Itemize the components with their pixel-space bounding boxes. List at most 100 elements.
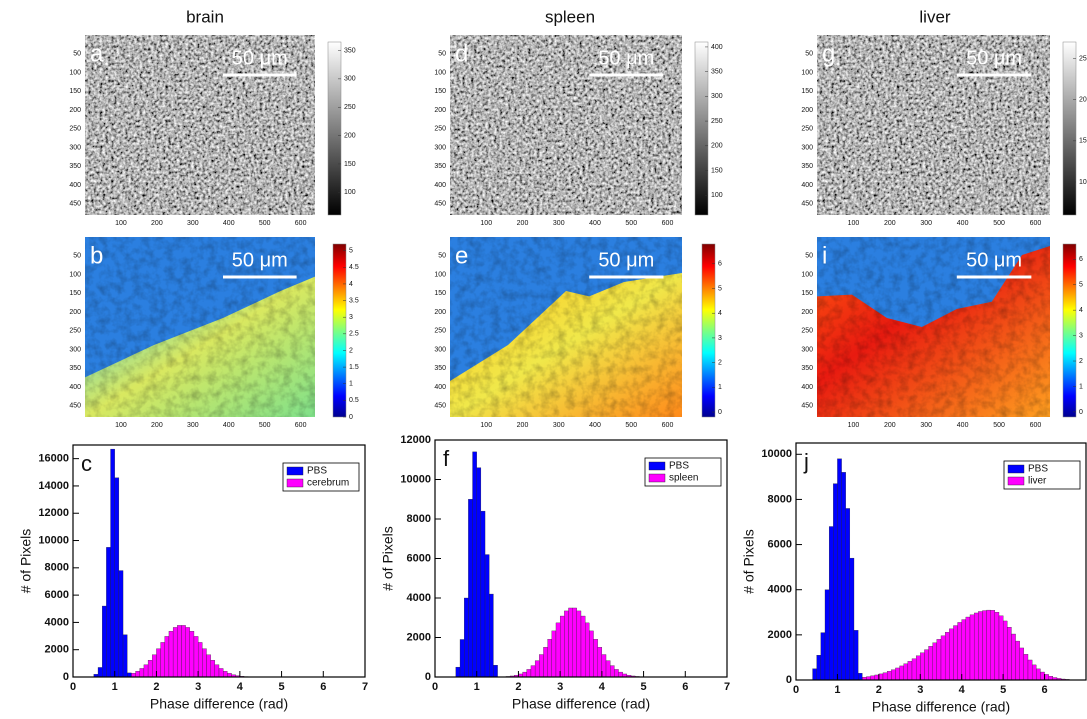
image-x-tick-label: 400 xyxy=(589,220,601,227)
histogram-bar xyxy=(907,661,913,681)
histogram-bar xyxy=(944,632,950,681)
colorbar-tick-label: 3.5 xyxy=(349,297,359,304)
legend-label: PBS xyxy=(1028,464,1048,475)
histogram-bar xyxy=(878,673,884,681)
image-x-tick-label: 100 xyxy=(480,422,492,429)
histogram-bar xyxy=(994,612,1000,681)
image-y-tick-label: 50 xyxy=(73,51,81,58)
colorbar xyxy=(327,41,342,216)
colorbar-tick-label: 2 xyxy=(718,359,722,366)
image-panel xyxy=(450,237,682,417)
colorbar-tick-label: 5 xyxy=(1079,282,1083,289)
histogram-bar xyxy=(143,664,149,678)
image-y-tick-label: 300 xyxy=(801,346,813,353)
histogram-bar xyxy=(1044,674,1049,681)
colorbar-tick-label: 6 xyxy=(1079,256,1083,263)
image-x-tick-label: 300 xyxy=(553,422,565,429)
image-y-tick-label: 50 xyxy=(438,253,446,260)
colorbar-tick-label: 200 xyxy=(344,132,356,139)
image-y-tick-label: 100 xyxy=(801,271,813,278)
histogram-bar xyxy=(986,609,991,681)
image-y-tick-label: 50 xyxy=(805,51,813,58)
histogram-bar xyxy=(484,554,490,678)
histogram-bar xyxy=(1027,659,1033,681)
y-tick-label: 0 xyxy=(786,674,792,686)
colorbar-tick-label: 250 xyxy=(711,118,723,125)
colorbar-tick-label: 0 xyxy=(1079,409,1083,416)
histogram-bar xyxy=(593,639,598,678)
image-y-tick-label: 250 xyxy=(69,126,81,133)
histogram-bar xyxy=(210,660,215,678)
image-y-tick-label: 50 xyxy=(805,253,813,260)
histogram-bar xyxy=(870,675,875,681)
colorbar-tick-label: 100 xyxy=(344,189,356,196)
image-y-tick-label: 250 xyxy=(434,328,446,335)
micrograph xyxy=(450,35,682,215)
histogram-bar xyxy=(899,665,904,681)
histogram-bar xyxy=(833,483,838,681)
colorbar-tick-label: 5 xyxy=(718,285,722,292)
colorbar-tick-label: 0.5 xyxy=(349,397,359,404)
x-tick-label: 4 xyxy=(599,681,606,693)
histogram-bar xyxy=(472,451,477,678)
histogram-bar xyxy=(837,458,842,681)
x-tick-label: 2 xyxy=(515,681,521,693)
colorbar-tick-label: 100 xyxy=(711,192,723,199)
scale-bar-label: 50 μm xyxy=(966,249,1022,271)
y-tick-label: 0 xyxy=(425,671,431,683)
histogram-bar xyxy=(160,642,165,678)
histogram-bar xyxy=(961,619,967,681)
x-tick-label: 3 xyxy=(195,681,201,693)
histogram-bar xyxy=(982,610,987,681)
image-x-tick-label: 500 xyxy=(993,220,1005,227)
image-y-tick-label: 200 xyxy=(801,107,813,114)
legend-swatch xyxy=(648,461,666,471)
image-x-tick-label: 200 xyxy=(517,220,529,227)
histogram-bar xyxy=(816,655,822,681)
histogram-bar xyxy=(957,622,962,681)
image-y-tick-label: 400 xyxy=(434,182,446,189)
image-x-tick-label: 400 xyxy=(223,422,235,429)
histogram-bar xyxy=(903,663,909,681)
histogram-bar xyxy=(841,472,846,681)
histogram-bar xyxy=(585,622,590,678)
image-y-tick-label: 100 xyxy=(434,69,446,76)
y-tick-label: 10000 xyxy=(38,534,69,546)
x-tick-label: 6 xyxy=(682,681,688,693)
histogram-bar xyxy=(459,639,465,678)
image-x-tick-label: 100 xyxy=(848,422,860,429)
image-x-tick-label: 400 xyxy=(957,422,969,429)
image-x-tick-label: 500 xyxy=(259,220,271,227)
histogram-bar xyxy=(551,630,557,678)
histogram-bar xyxy=(618,671,623,678)
histogram-bar xyxy=(480,510,486,678)
x-tick-label: 7 xyxy=(724,681,730,693)
phase-map-texture xyxy=(817,237,1050,417)
x-tick-label: 4 xyxy=(237,681,244,693)
x-tick-label: 6 xyxy=(320,681,326,693)
image-panel xyxy=(85,237,315,417)
phase-map-texture xyxy=(450,237,682,417)
scale-bar-label: 50 μm xyxy=(598,47,654,69)
histogram-bar xyxy=(223,671,228,678)
histogram-bar xyxy=(122,634,128,678)
x-tick-label: 2 xyxy=(876,684,882,696)
histogram-bar xyxy=(526,669,532,678)
image-x-tick-label: 600 xyxy=(662,422,674,429)
image-x-tick-label: 600 xyxy=(1030,422,1042,429)
y-tick-label: 6000 xyxy=(407,552,431,564)
histogram-bar xyxy=(164,636,170,678)
x-tick-label: 0 xyxy=(432,681,438,693)
image-y-tick-label: 350 xyxy=(434,163,446,170)
image-x-tick-label: 200 xyxy=(151,422,163,429)
scale-bar-label: 50 μm xyxy=(598,249,654,271)
image-y-tick-label: 450 xyxy=(801,201,813,208)
image-x-tick-label: 100 xyxy=(480,220,492,227)
colorbar-tick-label: 150 xyxy=(1079,138,1087,145)
scale-bar-label: 50 μm xyxy=(232,249,288,271)
colorbar-tick-label: 6 xyxy=(718,261,722,268)
histogram-bar xyxy=(973,612,979,681)
histogram-bar xyxy=(949,628,954,681)
column-title: brain xyxy=(186,7,224,26)
histogram-bar xyxy=(978,611,983,681)
